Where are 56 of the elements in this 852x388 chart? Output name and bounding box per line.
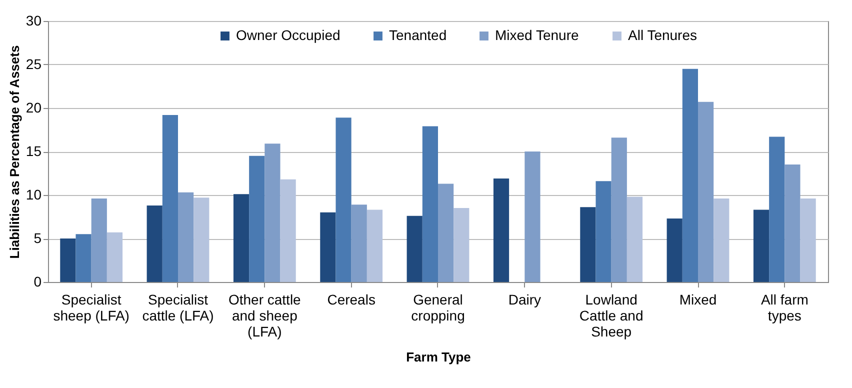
bar [784, 164, 800, 282]
legend-label: All Tenures [628, 27, 698, 43]
x-tick-label: Dairy [508, 292, 542, 308]
y-tick-label: 20 [26, 100, 42, 116]
bar [524, 152, 540, 282]
bar [194, 198, 210, 282]
bar [366, 210, 383, 282]
bar [106, 232, 123, 282]
bar [626, 196, 643, 282]
x-tick-label: Other cattle and sheep (LFA) [228, 292, 302, 340]
y-tick-label: 15 [26, 143, 42, 159]
x-tick-label: Cereals [327, 292, 376, 308]
bar [493, 178, 510, 282]
bar [60, 238, 76, 282]
bar [438, 184, 454, 282]
x-tick-label: All farm types [760, 292, 808, 324]
bar [249, 156, 265, 282]
bar [596, 181, 612, 282]
bar [320, 212, 336, 282]
legend-label: Mixed Tenure [495, 27, 579, 43]
y-tick-label: 25 [26, 56, 42, 72]
y-tick-label: 5 [34, 230, 42, 246]
bar [406, 216, 422, 282]
bar [336, 118, 352, 282]
bar [351, 204, 367, 282]
y-tick-label: 0 [34, 274, 42, 290]
bar [76, 234, 92, 282]
x-tick-label: Mixed [679, 292, 717, 308]
bar [162, 114, 178, 282]
bar [146, 205, 162, 282]
bar [454, 208, 470, 282]
y-tick-label: 30 [26, 12, 42, 28]
x-tick-label: Lowland Cattle and Sheep [579, 292, 644, 340]
bar [753, 210, 770, 282]
x-tick-label: Specialist cattle (LFA) [142, 292, 214, 324]
bar [264, 144, 280, 282]
bar [714, 198, 730, 282]
y-tick-label: 10 [26, 186, 42, 202]
bar [698, 102, 714, 282]
legend-label: Tenanted [389, 27, 447, 43]
bar [422, 126, 438, 282]
y-axis-title: Liabilities as Percentage of Assets [6, 45, 22, 259]
bar [580, 207, 596, 282]
bar [178, 192, 194, 282]
bar [91, 198, 107, 282]
x-axis-title: Farm Type [406, 350, 471, 364]
bar [611, 138, 627, 282]
bar [280, 179, 296, 282]
bar [800, 198, 816, 282]
bar [233, 194, 250, 282]
bar [682, 68, 698, 282]
x-tick-label: General cropping [411, 292, 465, 324]
bar [666, 218, 682, 282]
bar [769, 136, 785, 282]
x-tick-label: Specialist sheep (LFA) [53, 292, 130, 324]
legend-label: Owner Occupied [236, 27, 340, 43]
